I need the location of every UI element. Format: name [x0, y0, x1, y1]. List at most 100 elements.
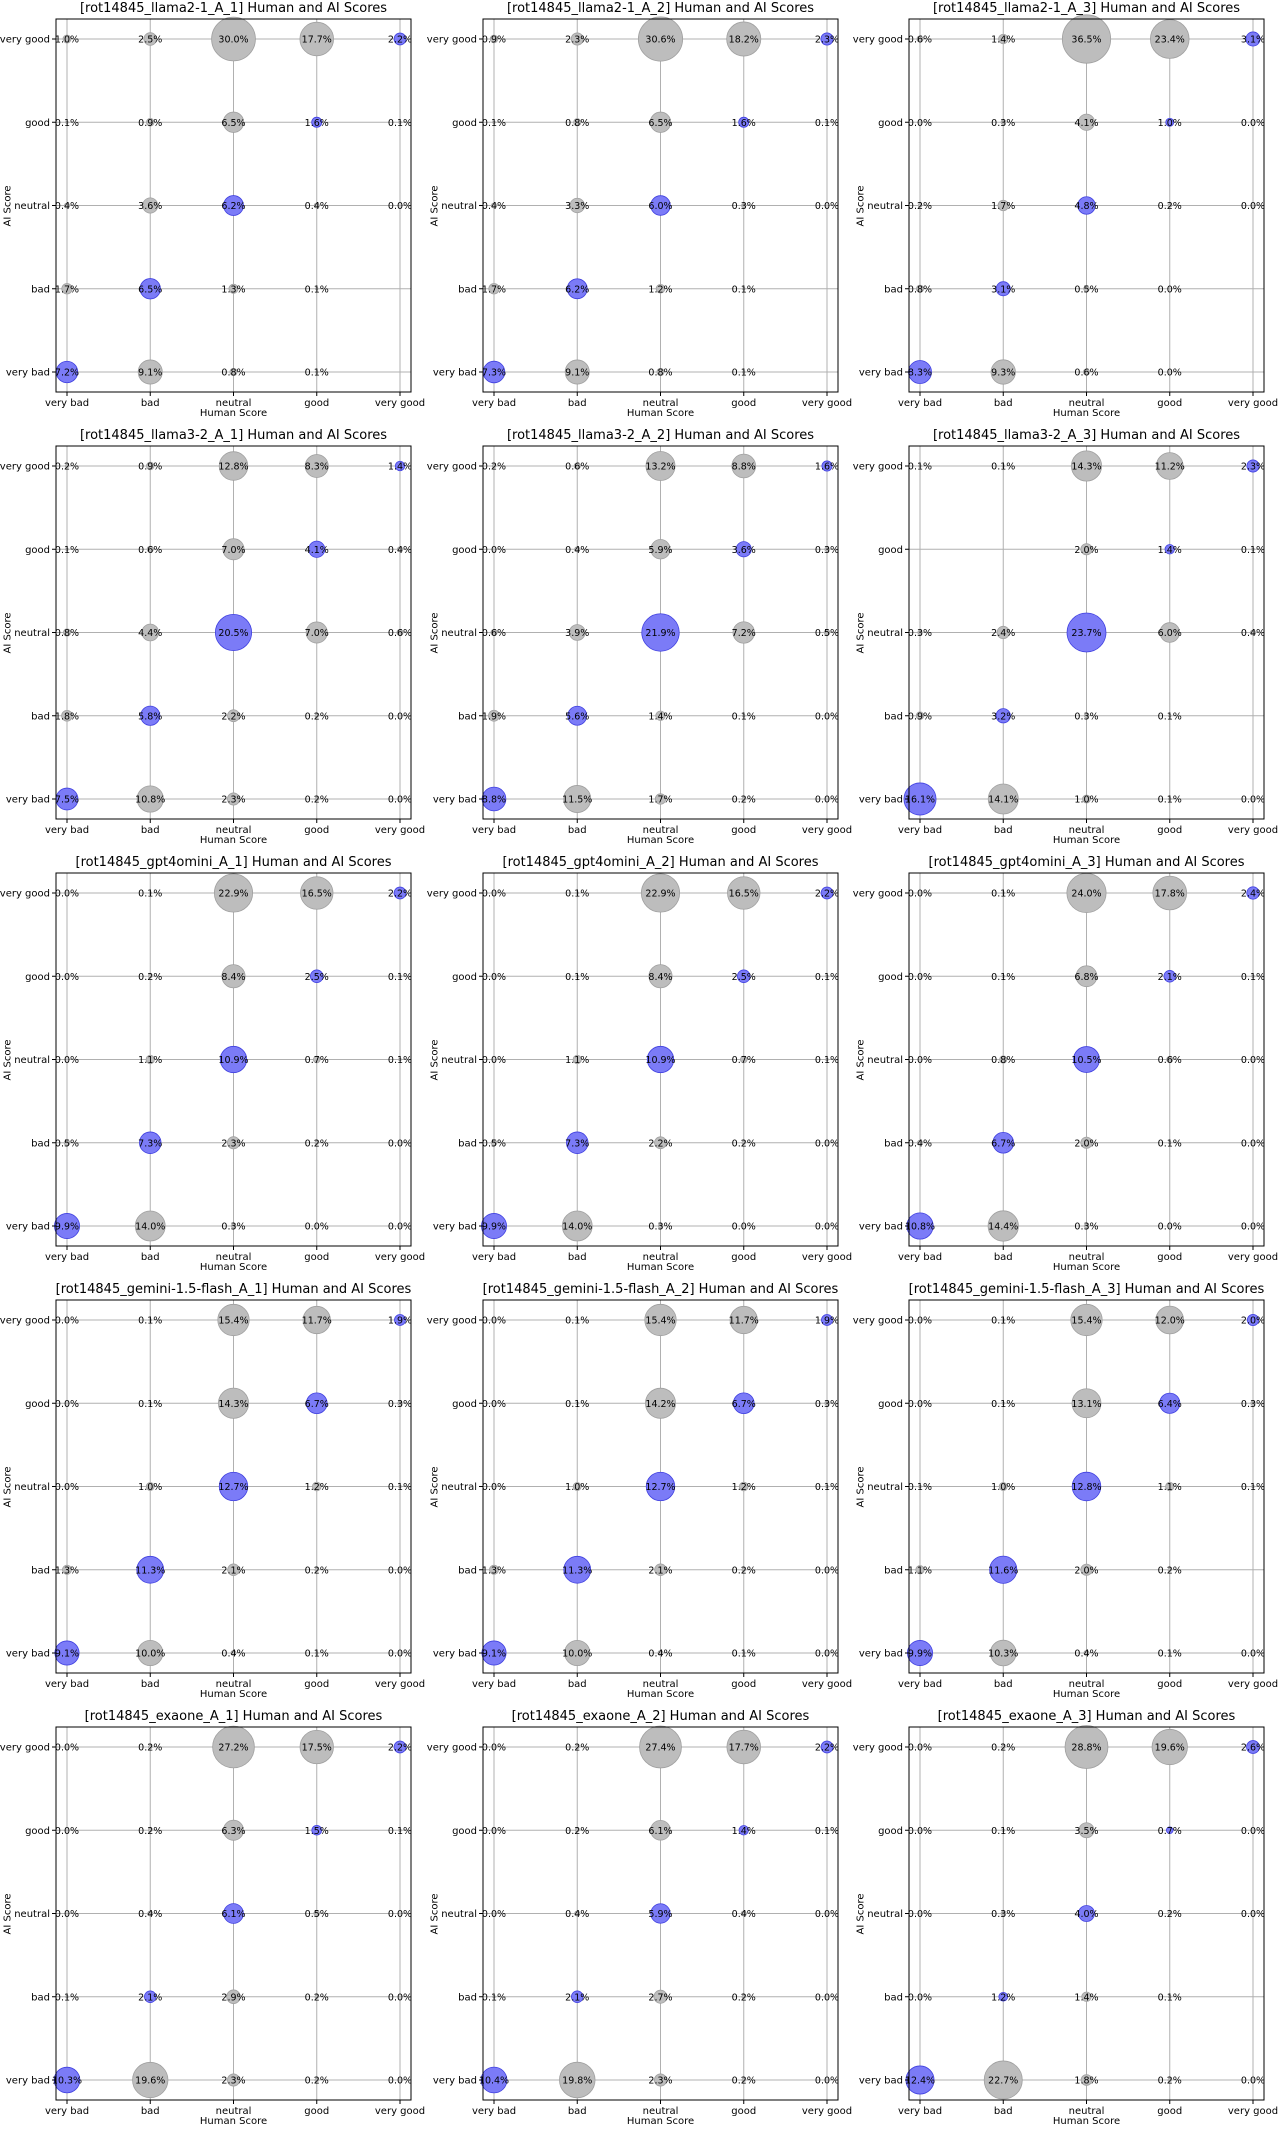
x-tick-label: neutral — [643, 825, 679, 836]
data-label: 0.0% — [908, 1992, 932, 2003]
data-label: 6.0% — [648, 201, 672, 212]
bubble-agreement — [821, 460, 833, 472]
bubble — [916, 35, 924, 43]
data-label: 27.2% — [218, 1743, 248, 1754]
data-label: 0.2% — [138, 1826, 162, 1837]
bubble — [824, 546, 830, 552]
data-label: 2.2% — [648, 1138, 672, 1149]
bubble — [1083, 1650, 1090, 1656]
data-label: 2.3% — [815, 35, 839, 46]
bubble — [572, 1482, 582, 1491]
data-label: 1.7% — [991, 201, 1015, 212]
data-label: 0.1% — [1241, 972, 1265, 983]
data-label: 6.4% — [1158, 1399, 1182, 1410]
data-label: 0.0% — [55, 889, 79, 900]
bubble — [1081, 1991, 1092, 2002]
bubble — [1155, 1305, 1185, 1335]
data-label: 14.2% — [645, 1399, 675, 1410]
x-tick-label: very good — [1228, 825, 1278, 836]
bubble — [650, 1819, 671, 1841]
y-tick-label: very bad — [6, 368, 50, 379]
bubble — [740, 1055, 748, 1064]
bubble — [637, 16, 684, 62]
y-tick-label: bad — [31, 711, 50, 722]
y-tick-label: neutral — [14, 201, 50, 212]
x-tick-label: very bad — [898, 1252, 942, 1263]
bubble — [305, 621, 328, 644]
y-tick-label: bad — [458, 1138, 477, 1149]
data-label: 0.3% — [221, 1222, 245, 1233]
chart-title: [rot14845_llama2-1_A_3] Human and AI Sco… — [932, 1, 1241, 16]
data-label: 0.0% — [305, 1222, 329, 1233]
bubble — [649, 111, 672, 133]
x-axis-label: Human Score — [199, 835, 268, 846]
data-label: 12.4% — [905, 2076, 935, 2087]
data-label: 9.9% — [55, 1222, 79, 1233]
y-axis-label: AI Score — [855, 1893, 867, 1934]
data-label: 0.1% — [991, 1399, 1015, 1410]
x-tick-label: very bad — [472, 1679, 516, 1690]
data-label: 4.1% — [305, 545, 329, 556]
data-label: 0.5% — [55, 1138, 79, 1149]
bubble — [61, 283, 73, 295]
bubble — [1083, 1223, 1090, 1229]
bubble-agreement — [738, 116, 750, 128]
bubble-agreement — [1073, 1046, 1100, 1073]
bubble — [212, 1725, 255, 1769]
data-label: 0.5% — [305, 1909, 329, 1920]
x-tick-label: very good — [375, 825, 425, 836]
y-tick-label: very bad — [433, 2076, 477, 2087]
y-tick-label: very bad — [859, 1649, 903, 1660]
x-tick-label: good — [304, 398, 329, 409]
bubble — [732, 621, 755, 644]
bubble — [575, 1401, 579, 1405]
data-label: 1.4% — [1158, 545, 1182, 556]
x-tick-label: very good — [802, 398, 852, 409]
bubble — [143, 32, 157, 46]
bubble — [1080, 543, 1093, 556]
x-tick-label: very good — [375, 2106, 425, 2117]
bubble — [654, 1563, 667, 1576]
data-label: 0.4% — [138, 1909, 162, 1920]
data-label: 30.6% — [645, 35, 675, 46]
bubble — [742, 714, 746, 718]
data-label: 0.0% — [388, 795, 412, 806]
data-label: 0.3% — [908, 628, 932, 639]
data-label: 0.1% — [305, 368, 329, 379]
data-label: 11.3% — [562, 1565, 592, 1576]
bubble — [998, 33, 1009, 45]
chart-title: [rot14845_llama3-2_A_3] Human and AI Sco… — [932, 428, 1241, 443]
x-tick-label: neutral — [216, 1679, 252, 1690]
bubble — [302, 1305, 331, 1335]
y-tick-label: neutral — [14, 628, 50, 639]
chart-title: [rot14845_llama2-1_A_2] Human and AI Sco… — [506, 1, 815, 16]
bubble — [148, 1318, 152, 1322]
data-label: 0.0% — [1241, 1222, 1265, 1233]
bubble — [315, 1651, 319, 1655]
data-label: 0.1% — [991, 1316, 1015, 1327]
data-label: 1.9% — [388, 1316, 412, 1327]
data-label: 0.4% — [482, 201, 506, 212]
y-tick-label: very good — [0, 889, 50, 900]
bubble-agreement — [646, 1045, 675, 1074]
bubble — [918, 464, 922, 468]
bubble — [1070, 450, 1103, 482]
data-label: 1.9% — [482, 711, 506, 722]
data-label: 0.1% — [1158, 1138, 1182, 1149]
bubble — [824, 1400, 830, 1406]
bubble — [61, 709, 73, 722]
data-label: 16.1% — [905, 795, 935, 806]
bubble-agreement — [995, 281, 1011, 297]
y-tick-label: very good — [427, 462, 477, 473]
data-label: 0.0% — [815, 1138, 839, 1149]
data-label: 0.1% — [138, 1316, 162, 1327]
x-tick-label: bad — [568, 1252, 587, 1263]
data-label: 9.1% — [565, 368, 589, 379]
x-tick-label: good — [304, 1679, 329, 1690]
bubble-agreement — [139, 1131, 162, 1154]
data-label: 12.8% — [218, 462, 248, 473]
x-tick-label: very good — [802, 1679, 852, 1690]
